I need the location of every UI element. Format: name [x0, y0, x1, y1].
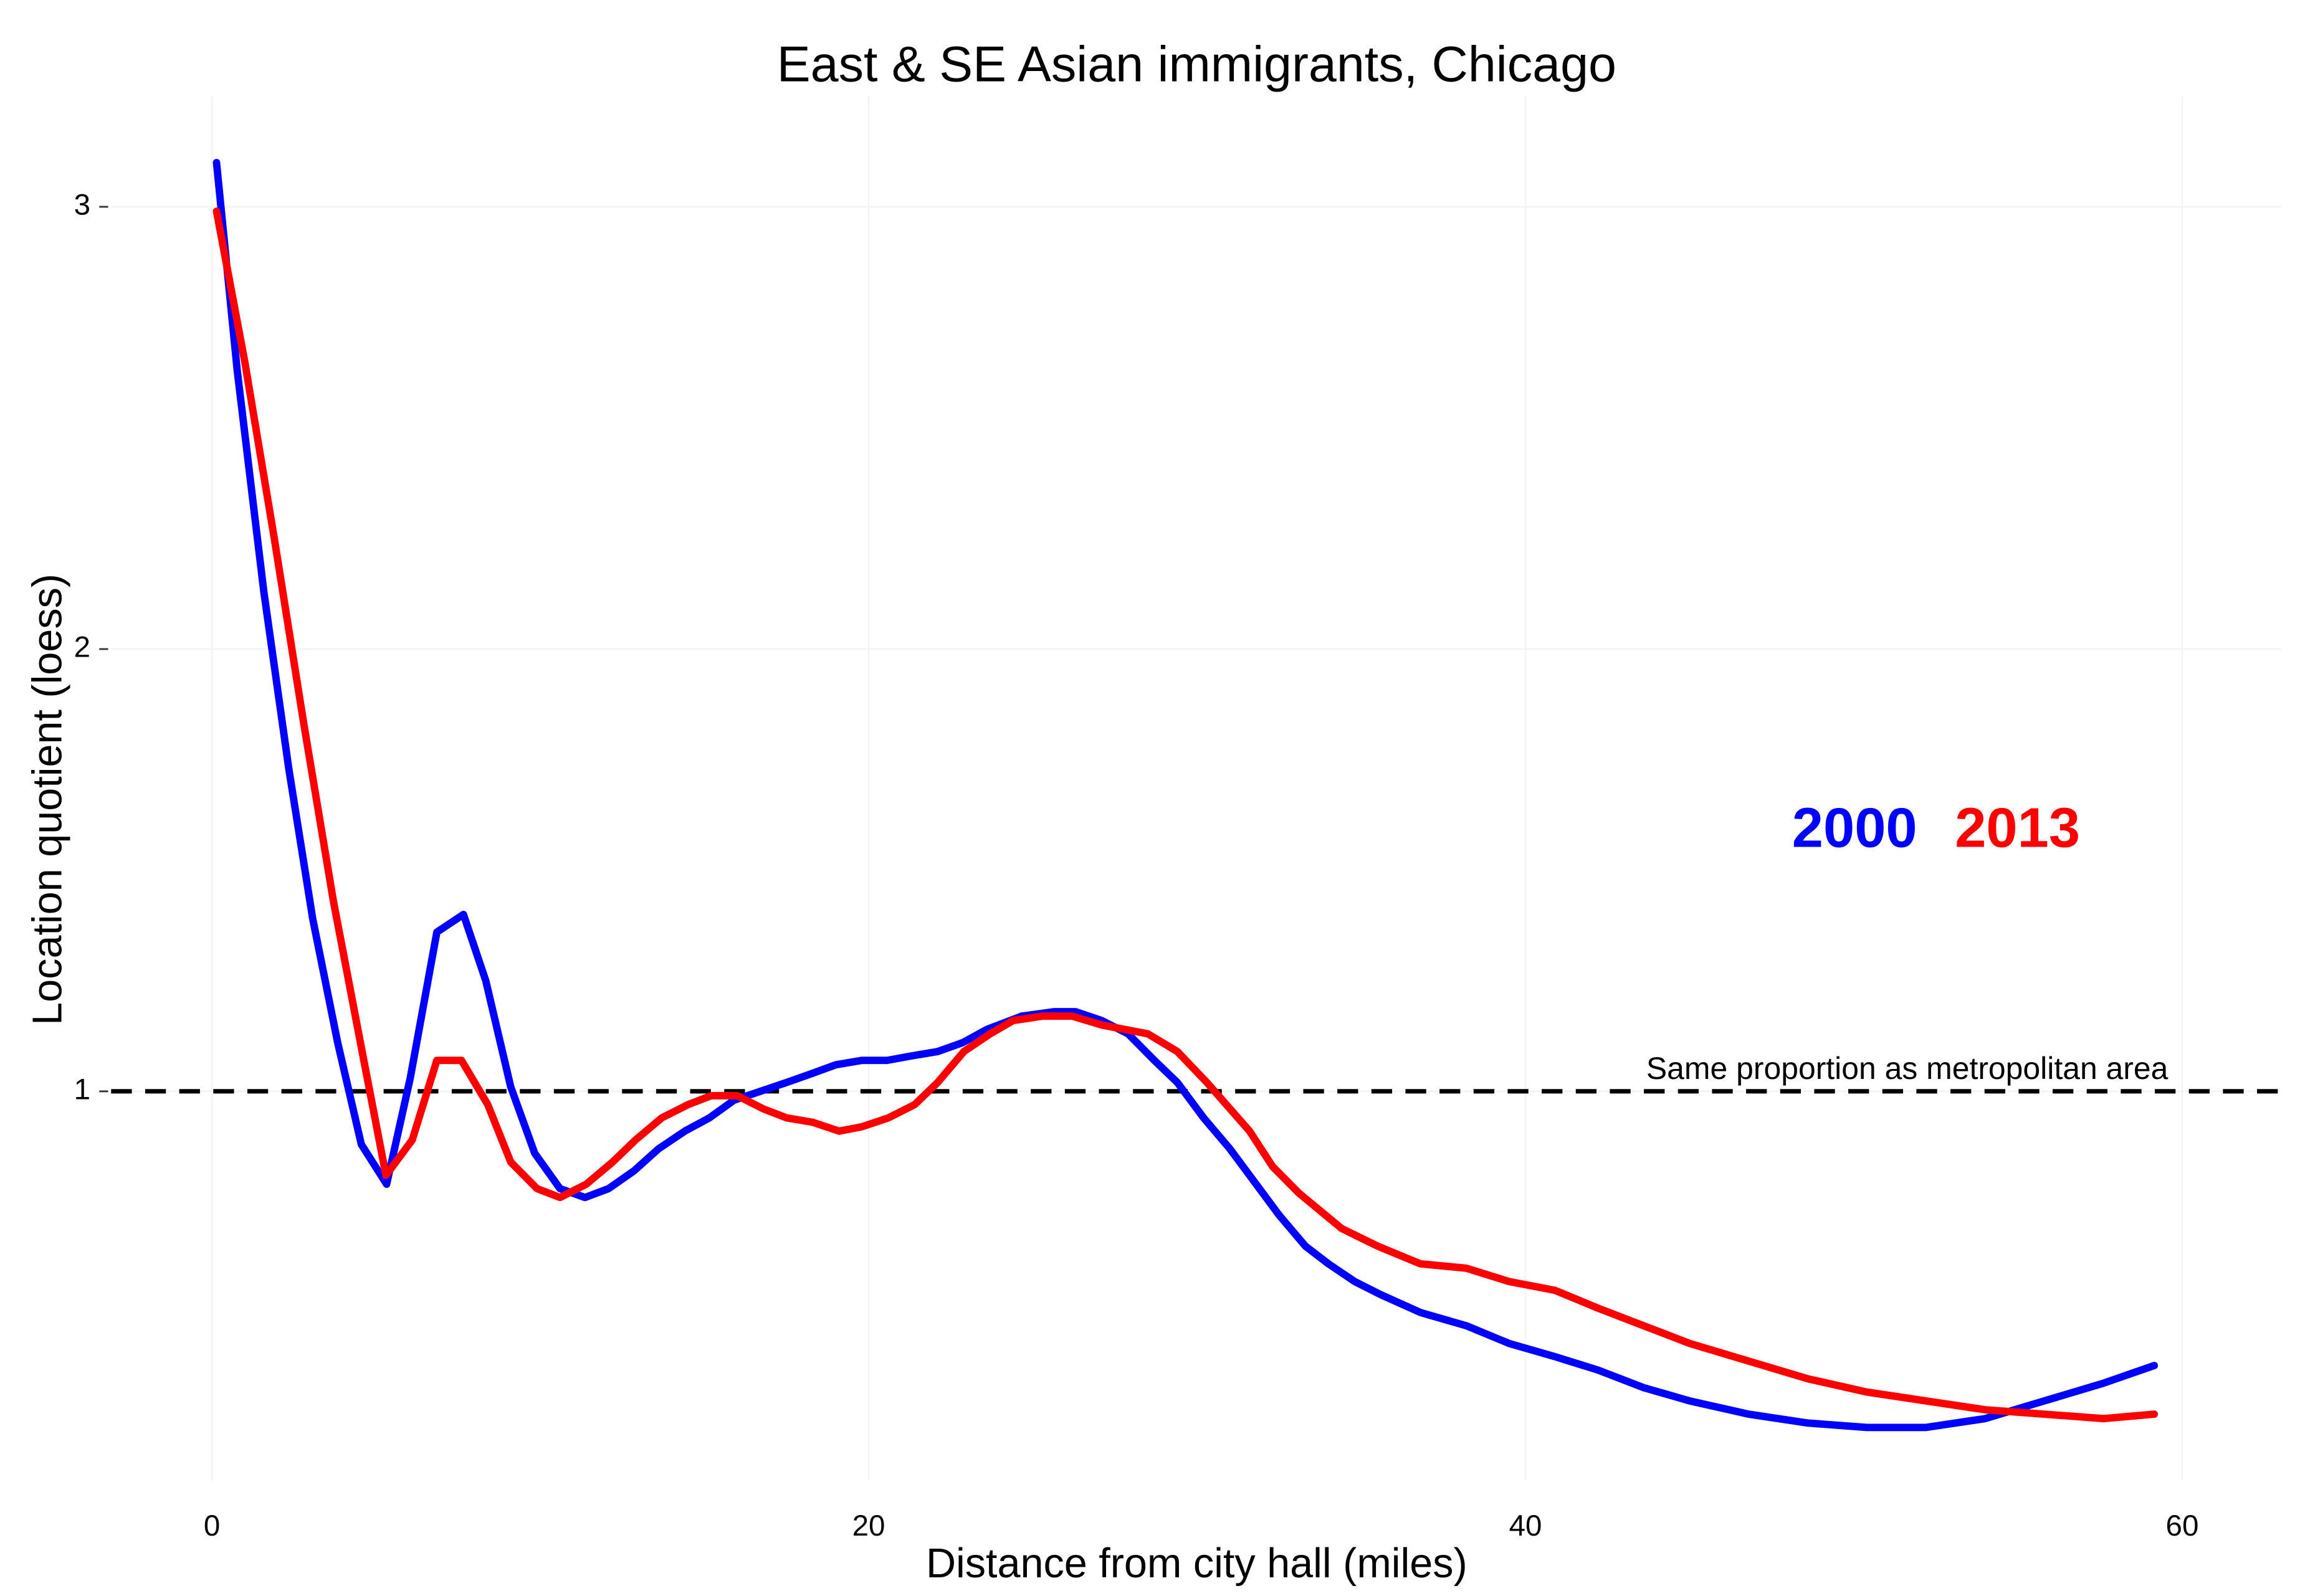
legend-label: 2000 [1792, 797, 1917, 860]
series-line [212, 207, 2159, 1423]
x-axis-label: Distance from city hall (miles) [926, 1541, 1467, 1587]
legend-label: 2013 [1955, 797, 2080, 860]
x-tick-label: 0 [204, 1509, 220, 1542]
series-line [212, 159, 2159, 1432]
x-tick-label: 20 [852, 1509, 885, 1542]
x-tick-label: 40 [1509, 1509, 1542, 1542]
y-axis-label: Location quotient (loess) [24, 574, 70, 1025]
chart-title: East & SE Asian immigrants, Chicago [777, 37, 1616, 93]
reference-label: Same proportion as metropolitan area [1646, 1051, 2169, 1086]
y-tick-label: 1 [74, 1073, 90, 1106]
y-tick-label: 3 [74, 189, 90, 222]
x-tick-label: 60 [2166, 1509, 2199, 1542]
y-tick-label: 2 [74, 630, 90, 663]
